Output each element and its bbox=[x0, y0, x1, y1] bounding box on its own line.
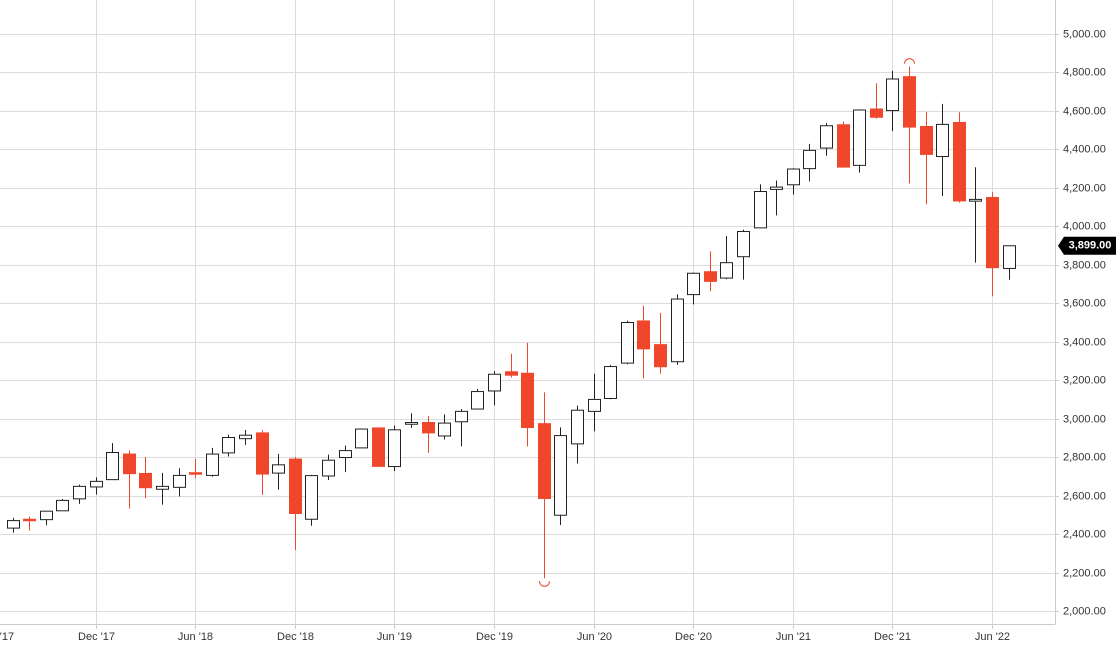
candle-body bbox=[687, 272, 700, 296]
y-tick-label: 2,600.00 bbox=[1063, 490, 1106, 502]
candle-body bbox=[239, 434, 252, 440]
candle-body bbox=[355, 428, 368, 449]
candle-body bbox=[704, 271, 717, 282]
candle-body bbox=[7, 520, 20, 529]
candle-body bbox=[637, 320, 650, 350]
y-tick-label: 2,000.00 bbox=[1063, 605, 1106, 617]
candle-body bbox=[853, 109, 866, 166]
candle-body bbox=[754, 191, 767, 229]
candle-body bbox=[671, 298, 684, 363]
candle-body bbox=[554, 435, 567, 516]
candle-body bbox=[488, 373, 501, 392]
last-price-tag bbox=[1058, 236, 1116, 255]
x-tick-label: Dec '21 bbox=[874, 631, 911, 643]
y-tick-label: 3,600.00 bbox=[1063, 297, 1106, 309]
y-tick-label: 2,800.00 bbox=[1063, 451, 1106, 463]
plot bbox=[7, 58, 1016, 587]
y-tick-label: 3,800.00 bbox=[1063, 259, 1106, 271]
x-tick-label: Jun '17 bbox=[0, 631, 14, 643]
candle-body bbox=[422, 422, 435, 434]
y-tick-label: 4,400.00 bbox=[1063, 143, 1106, 155]
last-price-label: 3,899.00 bbox=[1069, 240, 1112, 252]
candle-body bbox=[23, 518, 36, 522]
x-tick-label: Jun '22 bbox=[975, 631, 1010, 643]
candle-body bbox=[438, 422, 451, 437]
candle-body bbox=[505, 371, 518, 376]
candle-body bbox=[106, 452, 119, 481]
candle-body bbox=[305, 475, 318, 520]
candle-body bbox=[571, 409, 584, 445]
candle-body bbox=[405, 422, 418, 425]
candle-body bbox=[936, 123, 949, 158]
x-tick-label: Jun '20 bbox=[577, 631, 612, 643]
candle-body bbox=[40, 510, 53, 521]
candle-body bbox=[803, 149, 816, 170]
candle-body bbox=[604, 366, 617, 399]
candle-body bbox=[56, 499, 69, 512]
candle-body bbox=[903, 76, 916, 128]
candle-body bbox=[886, 78, 899, 112]
candle-body bbox=[339, 450, 352, 459]
candle-body bbox=[837, 124, 850, 168]
candle-body bbox=[139, 472, 152, 489]
y-tick-label: 3,200.00 bbox=[1063, 374, 1106, 386]
y-tick-label: 5,000.00 bbox=[1063, 28, 1106, 40]
candle-body bbox=[1003, 245, 1016, 269]
candle-body bbox=[173, 474, 186, 488]
candle-body bbox=[455, 410, 468, 423]
candle-body bbox=[322, 459, 335, 477]
candle-body bbox=[189, 472, 202, 475]
low-marker bbox=[539, 581, 550, 587]
candle-body bbox=[737, 231, 750, 258]
candle-body bbox=[538, 423, 551, 499]
candle-body bbox=[388, 429, 401, 468]
candle-body bbox=[588, 398, 601, 412]
candle-body bbox=[206, 453, 219, 476]
candle-body bbox=[289, 458, 302, 514]
candle-body bbox=[471, 391, 484, 410]
y-tick-label: 4,800.00 bbox=[1063, 66, 1106, 78]
candle-body bbox=[770, 186, 783, 190]
candle-body bbox=[521, 372, 534, 429]
x-labels: Jun '17 Dec '17 Jun '18 Dec '18 Jun '19 Dec '… bbox=[0, 631, 1010, 643]
candle-body bbox=[222, 437, 235, 454]
candle-body bbox=[870, 108, 883, 118]
x-tick-label: Dec '20 bbox=[675, 631, 712, 643]
y-tick-label: 3,400.00 bbox=[1063, 336, 1106, 348]
candle-body bbox=[256, 432, 269, 475]
y-tick-label: 2,200.00 bbox=[1063, 567, 1106, 579]
y-tick-label: 4,000.00 bbox=[1063, 220, 1106, 232]
x-tick-label: Dec '18 bbox=[277, 631, 314, 643]
y-tick-label: 3,000.00 bbox=[1063, 413, 1106, 425]
high-marker bbox=[904, 58, 915, 64]
x-tick-label: Jun '18 bbox=[178, 631, 213, 643]
candle-body bbox=[969, 198, 982, 202]
candle-body bbox=[372, 427, 385, 467]
y-tick-label: 2,400.00 bbox=[1063, 528, 1106, 540]
candle-body bbox=[156, 485, 169, 490]
x-tick-label: Dec '19 bbox=[476, 631, 513, 643]
candle-body bbox=[787, 168, 800, 186]
candle-body bbox=[820, 125, 833, 149]
candle-body bbox=[73, 485, 86, 500]
x-tick-label: Dec '17 bbox=[78, 631, 115, 643]
candle-body bbox=[953, 121, 966, 202]
candle-body bbox=[920, 126, 933, 155]
candle-body bbox=[654, 344, 667, 368]
x-tick-label: Jun '21 bbox=[776, 631, 811, 643]
y-tick-label: 4,200.00 bbox=[1063, 182, 1106, 194]
candle-body bbox=[272, 464, 285, 474]
candle-body bbox=[986, 196, 999, 269]
candle-body bbox=[621, 322, 634, 364]
y-tick-label: 4,600.00 bbox=[1063, 105, 1106, 117]
candle-body bbox=[720, 262, 733, 279]
candle-body bbox=[123, 453, 136, 475]
x-tick-label: Jun '19 bbox=[377, 631, 412, 643]
candle-body bbox=[90, 480, 103, 488]
